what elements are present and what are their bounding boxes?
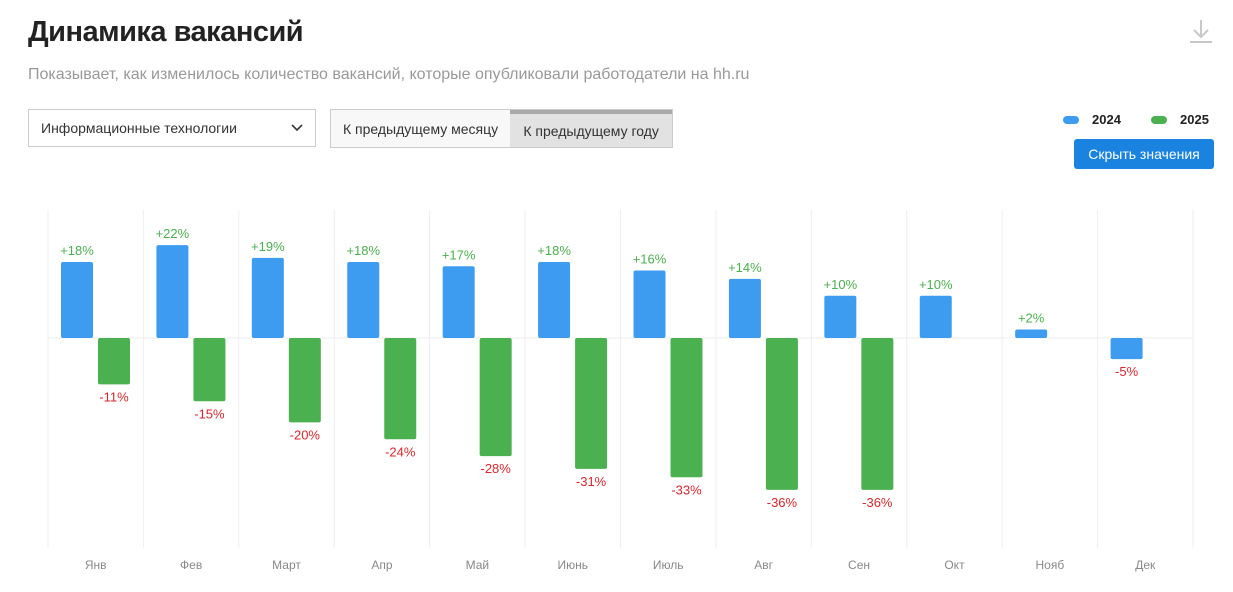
bar-2024-Июнь (538, 262, 571, 338)
data-label: +18% (537, 243, 571, 258)
bar-2024-Апр (347, 262, 380, 338)
bar-2025-Апр (384, 338, 417, 440)
bar-2024-Нояб (1015, 329, 1048, 338)
data-label: +18% (346, 243, 380, 258)
data-label: +14% (728, 260, 762, 275)
download-icon[interactable] (1188, 18, 1214, 49)
legend-item-2025: 2025 (1151, 112, 1209, 127)
data-label: -24% (385, 444, 416, 459)
hide-values-button[interactable]: Скрыть значения (1074, 139, 1214, 169)
data-label: +16% (633, 251, 667, 266)
data-label: +22% (156, 226, 190, 241)
bar-2025-Фев (193, 338, 226, 402)
data-label: +17% (442, 247, 476, 262)
bar-2024-Июль (633, 270, 666, 338)
bar-2024-Май (442, 266, 475, 338)
legend-swatch-2025 (1151, 115, 1167, 124)
data-label: -20% (290, 427, 321, 442)
bar-2025-Авг (765, 338, 798, 490)
bar-2025-Июнь (575, 338, 608, 469)
bar-2025-Март (288, 338, 321, 423)
x-tick-label: Июль (653, 558, 684, 572)
bar-2025-Сен (861, 338, 894, 490)
legend-swatch-2024 (1063, 115, 1079, 124)
data-label: -15% (194, 406, 225, 421)
data-label: -28% (480, 461, 511, 476)
industry-select-value: Информационные технологии (41, 120, 237, 136)
bar-2024-Окт (919, 295, 952, 338)
bar-2024-Фев (156, 245, 189, 338)
bar-2024-Дек (1110, 338, 1143, 360)
data-label: -5% (1115, 364, 1139, 379)
period-toggle: К предыдущему месяцу К предыдущему году (330, 109, 674, 148)
x-tick-label: Май (466, 558, 490, 572)
legend-label: 2025 (1180, 112, 1209, 127)
page-title: Динамика вакансий (28, 16, 304, 48)
legend-label: 2024 (1092, 112, 1121, 127)
x-tick-label: Нояб (1036, 558, 1065, 572)
bar-2025-Янв (98, 338, 130, 385)
chevron-down-icon (291, 124, 303, 132)
x-tick-label: Дек (1135, 558, 1156, 572)
data-label: +2% (1018, 311, 1045, 326)
x-tick-label: Сен (848, 558, 870, 572)
data-label: -36% (767, 495, 798, 510)
legend-item-2024: 2024 (1063, 112, 1121, 127)
bar-2024-Сен (824, 295, 857, 338)
data-label: -33% (671, 482, 702, 497)
x-tick-label: Июнь (558, 558, 589, 572)
data-label: -11% (99, 389, 129, 404)
bar-2024-Авг (728, 278, 761, 338)
data-label: -31% (576, 474, 607, 489)
data-label: +10% (919, 277, 953, 292)
bar-2025-Июль (670, 338, 703, 478)
tab-previous-year[interactable]: К предыдущему году (510, 110, 673, 147)
data-label: +10% (824, 277, 858, 292)
x-tick-label: Март (272, 558, 301, 572)
x-tick-label: Окт (944, 558, 965, 572)
x-tick-label: Авг (754, 558, 773, 572)
data-label: +19% (251, 239, 285, 254)
page-subtitle: Показывает, как изменилось количество ва… (28, 66, 750, 83)
data-label: +18% (60, 243, 94, 258)
industry-select[interactable]: Информационные технологии (28, 109, 316, 147)
x-tick-label: Янв (85, 558, 107, 572)
bar-2024-Янв (61, 262, 93, 338)
x-tick-label: Фев (180, 558, 202, 572)
data-label: -36% (862, 495, 893, 510)
bar-2024-Март (251, 257, 284, 338)
bar-2025-Май (479, 338, 512, 457)
tab-previous-month[interactable]: К предыдущему месяцу (331, 110, 511, 147)
x-tick-label: Апр (371, 558, 393, 572)
